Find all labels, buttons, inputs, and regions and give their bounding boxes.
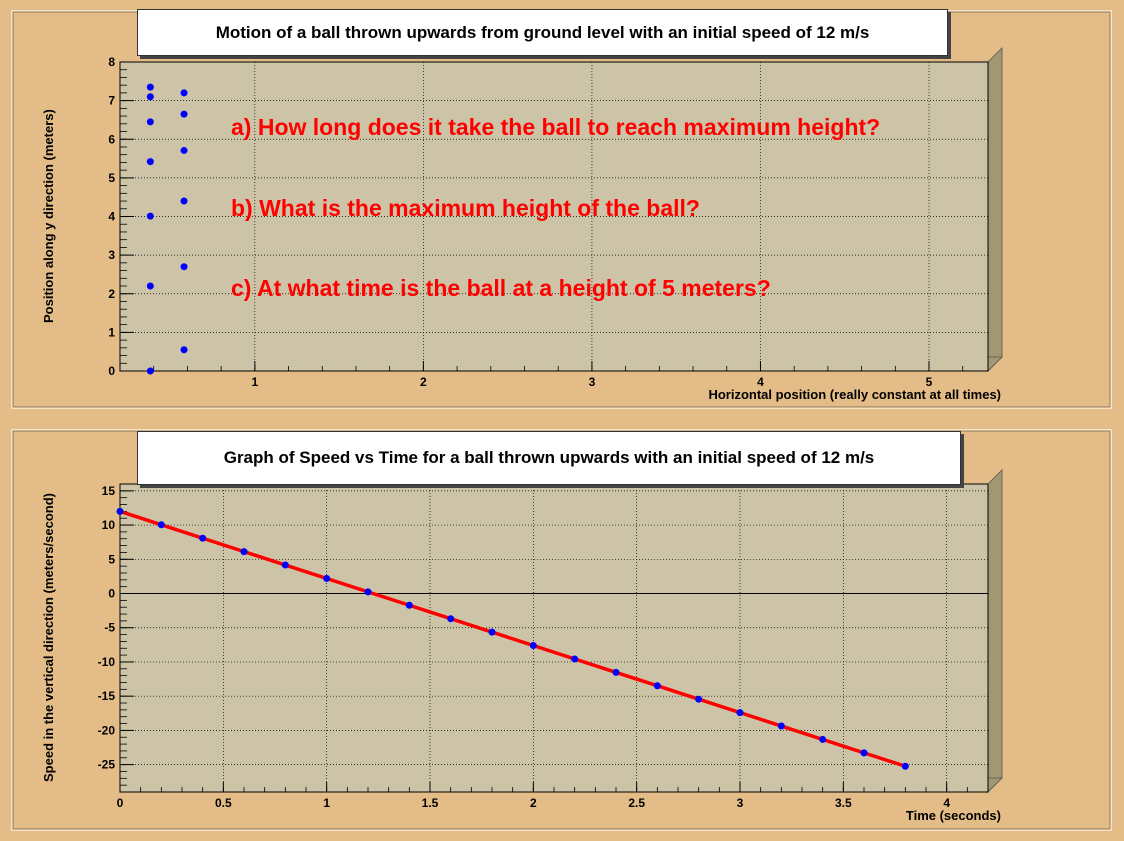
panel-0-y-tick-label: 3 [108,248,115,262]
question-c: c) At what time is the ball at a height … [231,275,771,301]
panel-0-x-tick-label: 1 [251,375,258,389]
panel-1-x-tick-label: 0 [117,796,124,810]
panel-0-y-tick-label: 4 [108,210,115,224]
panel-1-data-point [653,682,661,690]
panel-1-frame-right [987,469,1003,793]
panel-1-data-point [529,642,537,650]
panel-0-data-point [180,197,188,205]
panel-1-y-tick-label: 15 [102,484,116,498]
panel-0-frame-right [987,47,1003,372]
panel-0-y-tick-label: 2 [108,287,115,301]
panel-1-data-point [571,655,579,663]
panel-1-x-tick-label: 2.5 [628,796,645,810]
panel-0-data-point [146,158,154,166]
panel-0-x-tick-label: 4 [757,375,764,389]
panel-1-data-point [116,507,124,515]
panel-1-data-point [157,521,165,529]
panel-1-data-point [323,574,331,582]
panel-0-data-point [146,118,154,126]
panel-1-x-tick-label: 2 [530,796,537,810]
panel-1-y-axis-title: Speed in the vertical direction (meters/… [41,493,56,783]
panel-0-title: Motion of a ball thrown upwards from gro… [137,9,948,56]
panel-1-x-tick-label: 4 [943,796,950,810]
panel-1-x-tick-label: 0.5 [215,796,232,810]
panel-1-y-tick-label: -15 [98,689,116,703]
panel-0-y-tick-label: 1 [108,325,115,339]
panel-1-data-point [488,628,496,636]
panel-1-data-point [736,709,744,717]
panel-0-data-point [146,367,154,375]
panel-0-x-axis-title: Horizontal position (really constant at … [708,387,1001,402]
panel-1-data-point [240,548,248,556]
panel-1-y-tick-label: 5 [108,552,115,566]
panel-1-data-point [199,534,207,542]
panel-0-x-tick-label: 3 [589,375,596,389]
panel-1-data-point [281,561,289,569]
panel-0-y-tick-label: 5 [108,171,115,185]
panel-1-y-tick-label: 10 [102,518,116,532]
panel-0-data-point [180,263,188,271]
panel-1-data-point [405,601,413,609]
panel-1-x-axis-title: Time (seconds) [905,808,1001,823]
panel-1-y-tick-label: -10 [98,655,116,669]
panel-1-y-tick-label: -25 [98,758,116,772]
panel-1-data-point [447,615,455,623]
panel-1-data-point [612,668,620,676]
panel-1-y-tick-label: 0 [108,587,115,601]
panel-0-y-tick-label: 0 [108,364,115,378]
question-b: b) What is the maximum height of the bal… [231,195,700,221]
panel-0-y-tick-label: 6 [108,132,115,146]
panel-1-x-tick-label: 1 [323,796,330,810]
panel-1-data-point [777,722,785,730]
panel-0-data-point [180,146,188,154]
panel-1-x-tick-label: 1.5 [422,796,439,810]
panel-1-plot-area [119,483,989,793]
panel-1-y-tick-label: -5 [104,621,115,635]
panel-0-data-point [146,83,154,91]
panel-1-x-tick-label: 3 [737,796,744,810]
panel-0-y-tick-label: 7 [108,94,115,108]
panel-0-data-point [146,93,154,101]
panel-0-data-point [146,282,154,290]
panel-1-y-tick-label: -20 [98,723,116,737]
panel-1-data-point [901,762,909,770]
panel-1-title: Graph of Speed vs Time for a ball thrown… [137,431,961,485]
panel-1-x-tick-label: 3.5 [835,796,852,810]
panel-1-data-point [860,749,868,757]
panel-1-data-point [695,695,703,703]
panel-0-y-axis-title: Position along y direction (meters) [41,109,56,324]
panel-0-data-point [180,89,188,97]
panel-0-data-point [180,346,188,354]
panel-1-frame-light [11,429,1112,831]
panel-0-data-point [180,110,188,118]
panel-1-data-point [819,735,827,743]
panel-0-y-tick-label: 8 [108,55,115,69]
question-a: a) How long does it take the ball to rea… [231,114,881,140]
panel-1-fit-line [119,509,906,768]
panel-0-x-tick-label: 5 [926,375,933,389]
panel-1-data-point [364,588,372,596]
panel-0-x-tick-label: 2 [420,375,427,389]
panel-0-data-point [146,212,154,220]
